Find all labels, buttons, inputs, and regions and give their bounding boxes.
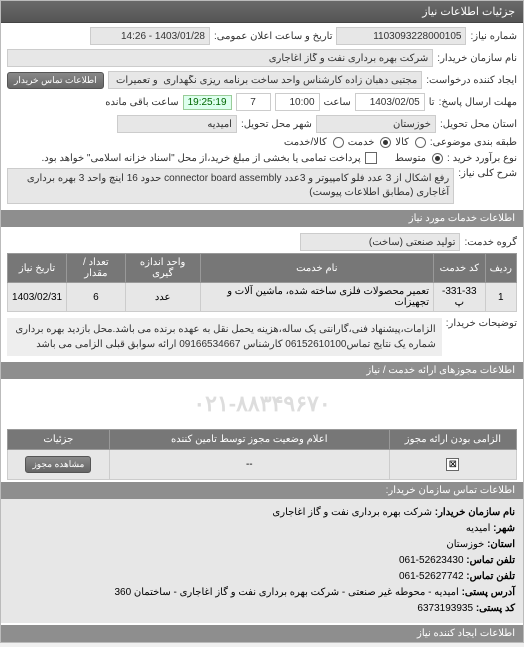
cat-both-label: کالا/خدمت [284, 137, 327, 148]
view-cert-button[interactable]: مشاهده مجوز [25, 456, 91, 473]
summary-label: شرح کلی نیاز: [458, 168, 517, 179]
services-table: ردیف کد خدمت نام خدمت واحد اندازه گیری ت… [7, 253, 517, 312]
deadline-until: تا [429, 97, 435, 108]
contact-header: اطلاعات تماس سازمان خریدار: [1, 482, 523, 499]
requester-field [108, 71, 423, 89]
creator-header: اطلاعات ایجاد کننده نیاز [1, 625, 523, 642]
announce-label: تاریخ و ساعت اعلان عمومی: [214, 31, 333, 42]
deadline-label: مهلت ارسال پاسخ: [439, 97, 517, 108]
cert-col-detail: جزئیات [8, 430, 110, 450]
cert-table: الزامی بودن ارائه مجوز اعلام وضعیت مجوز … [7, 429, 517, 480]
contact-org-label: نام سازمان خریدار: [435, 507, 515, 518]
cell-date: 1403/02/31 [8, 283, 67, 312]
col-qty: تعداد / مقدار [67, 254, 126, 283]
cell-qty: 6 [67, 283, 126, 312]
contact-address-label: آدرس پستی: [462, 587, 515, 598]
general-info-section: شماره نیاز: تاریخ و ساعت اعلان عمومی: نا… [1, 23, 523, 208]
need-details-panel: جزئیات اطلاعات نیاز شماره نیاز: تاریخ و … [0, 0, 524, 643]
services-header: اطلاعات خدمات مورد نیاز [1, 210, 523, 227]
deadline-time-field [275, 93, 320, 111]
requester-label: ایجاد کننده درخواست: [426, 75, 517, 86]
budget-label: نوع برآورد خرید : [447, 153, 517, 164]
contact-phone-label: تلفن تماس: [466, 555, 515, 566]
category-label: طبقه بندی موضوعی: [430, 137, 517, 148]
notes-label: توضیحات خریدار: [446, 318, 517, 329]
buyer-org-label: نام سازمان خریدار: [437, 53, 517, 64]
cat-service-radio[interactable] [380, 137, 391, 148]
budget-medium-radio[interactable] [432, 153, 443, 164]
col-unit: واحد اندازه گیری [125, 254, 200, 283]
buyer-contact-button[interactable]: اطلاعات تماس خریدار [7, 72, 104, 89]
contact-postal-label: کد پستی: [476, 603, 515, 614]
cell-idx: 1 [485, 283, 516, 312]
cell-unit: عدد [125, 283, 200, 312]
cert-status-cell: -- [109, 450, 389, 480]
deadline-time-label: ساعت [324, 97, 351, 108]
cell-name: تعمیر محصولات فلزی ساخته شده، ماشین آلات… [200, 283, 433, 312]
countdown-timer: 19:25:19 [183, 95, 232, 110]
delivery-province-label: استان محل تحویل: [440, 119, 517, 130]
cat-goods-radio[interactable] [415, 137, 426, 148]
cert-row: ⊠ -- مشاهده مجوز [8, 450, 517, 480]
budget-medium-label: متوسط [395, 153, 426, 164]
contact-city: امیدیه [466, 523, 491, 534]
cat-goods-label: کالا [395, 137, 409, 148]
col-name: نام خدمت [200, 254, 433, 283]
delivery-province-field [316, 115, 436, 133]
contact-org: شرکت بهره برداری نفت و گاز اغاجاری [272, 507, 432, 518]
cat-service-label: خدمت [348, 137, 375, 148]
service-group-label: گروه خدمت: [464, 237, 517, 248]
col-code: کد خدمت [433, 254, 485, 283]
summary-field: رفع اشکال از 3 عدد فلو کامپیوتر و 3عدد c… [7, 168, 454, 204]
contact-fax-label: تلفن تماس: [466, 571, 515, 582]
contact-province-label: استان: [487, 539, 515, 550]
contact-section: نام سازمان خریدار: شرکت بهره برداری نفت … [1, 499, 523, 623]
col-idx: ردیف [485, 254, 516, 283]
contact-city-label: شهر: [493, 523, 515, 534]
remaining-label: ساعت باقی مانده [105, 97, 178, 108]
req-no-label: شماره نیاز: [470, 31, 517, 42]
announce-field [90, 27, 210, 45]
watermark-area: ۰۲۱-۸۸۳۴۹۶۷۰ [1, 381, 523, 427]
contact-fax: 52627742-061 [399, 571, 464, 582]
treasury-checkbox[interactable] [365, 152, 377, 164]
cell-code: 331-33-پ [433, 283, 485, 312]
cert-mandatory-checkbox[interactable]: ⊠ [446, 458, 459, 471]
services-header-row: ردیف کد خدمت نام خدمت واحد اندازه گیری ت… [8, 254, 517, 283]
deadline-date-field [355, 93, 425, 111]
col-date: تاریخ نیاز [8, 254, 67, 283]
delivery-city-label: شهر محل تحویل: [241, 119, 312, 130]
buyer-notes: الزامات،پیشنهاد فنی،گارانتی یک ساله،هزین… [7, 318, 442, 356]
cert-mandatory-cell: ⊠ [389, 450, 516, 480]
cat-both-radio[interactable] [333, 137, 344, 148]
contact-address: امیدیه - محوطه غیر صنعتی - شرکت بهره برد… [114, 587, 458, 598]
contact-province: خوزستان [446, 539, 484, 550]
delivery-city-field [117, 115, 237, 133]
contact-phone: 52623430-061 [399, 555, 464, 566]
contact-postal: 6373193935 [417, 603, 473, 614]
days-field [236, 93, 271, 111]
cert-col-status: اعلام وضعیت مجوز توسط تامین کننده [109, 430, 389, 450]
req-no-field [336, 27, 466, 45]
phone-watermark: ۰۲۱-۸۸۳۴۹۶۷۰ [1, 391, 523, 417]
cert-col-mandatory: الزامی بودن ارائه مجوز [389, 430, 516, 450]
cert-header: اطلاعات مجوزهای ارائه خدمت / نیاز [1, 362, 523, 379]
buyer-org-field [7, 49, 433, 67]
panel-title: جزئیات اطلاعات نیاز [1, 1, 523, 23]
service-group-field [300, 233, 460, 251]
payment-note: پرداخت تمامی یا بخشی از مبلغ خرید،از محل… [42, 153, 361, 164]
cert-detail-cell: مشاهده مجوز [8, 450, 110, 480]
table-row[interactable]: 1 331-33-پ تعمیر محصولات فلزی ساخته شده،… [8, 283, 517, 312]
